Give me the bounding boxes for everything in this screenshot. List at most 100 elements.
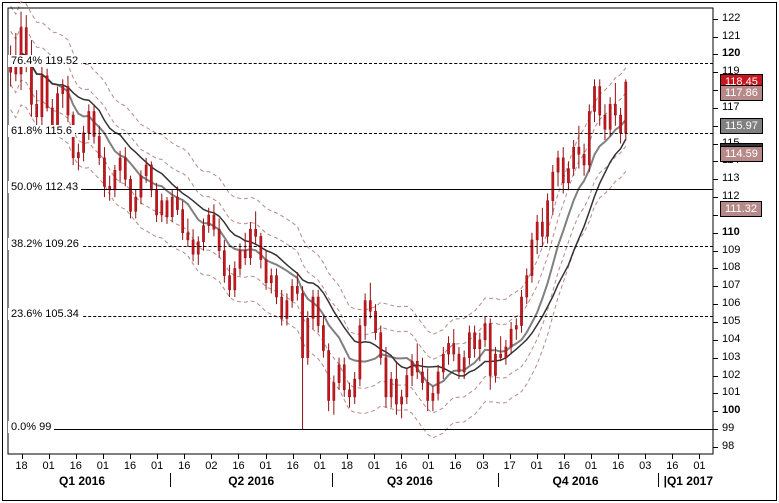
y-tick-label: 109	[722, 244, 740, 256]
candle-body	[343, 365, 345, 390]
candle-body	[494, 354, 496, 375]
x-tick-mark	[564, 454, 565, 459]
candle-body	[369, 301, 371, 312]
candle-body	[155, 190, 157, 215]
y-tick-mark	[713, 108, 718, 109]
y-tick-mark	[713, 90, 718, 91]
y-tick-label: 104	[722, 333, 740, 345]
x-tick-mark	[483, 454, 484, 459]
y-tick-mark	[713, 393, 718, 394]
candle-body	[432, 393, 434, 400]
y-tick-label: 113	[722, 172, 740, 184]
x-quarter-separator	[658, 473, 659, 487]
x-tick-label: 16	[558, 460, 570, 472]
x-tick-mark	[157, 454, 158, 459]
plot-area[interactable]: 76.4% 119.5261.8% 115.650.0% 112.4338.2%…	[8, 8, 713, 454]
candle-body	[359, 326, 361, 380]
candle-body	[208, 215, 210, 226]
candle-body	[62, 86, 64, 93]
candle-body	[228, 276, 230, 290]
candle-body	[567, 169, 569, 183]
candle-body	[604, 115, 606, 129]
candle-body	[140, 176, 142, 197]
price-tag: 114.59	[720, 146, 763, 162]
y-tick-label: 101	[722, 386, 740, 398]
x-tick-label: 01	[43, 460, 55, 472]
band-line	[11, 105, 626, 438]
candle-body	[36, 104, 38, 116]
x-tick-label: 18	[341, 460, 353, 472]
x-tick-mark	[455, 454, 456, 459]
fib-label: 23.6% 105.34	[8, 308, 82, 320]
candle-body	[385, 358, 387, 397]
x-tick-mark	[103, 454, 104, 459]
x-tick-mark	[320, 454, 321, 459]
x-tick-label: 16	[232, 460, 244, 472]
candle-body	[223, 251, 225, 276]
candle-body	[588, 111, 590, 165]
price-tag: 111.32	[720, 201, 762, 217]
x-quarter-label: Q1 2016	[59, 474, 105, 488]
x-tick-label: 17	[504, 460, 516, 472]
candle-body	[291, 286, 293, 300]
candle-body	[67, 86, 69, 115]
x-tick-mark	[22, 454, 23, 459]
candle-body	[234, 268, 236, 289]
y-tick-mark	[713, 37, 718, 38]
candle-body	[145, 165, 147, 176]
x-tick-label: 16	[666, 460, 678, 472]
x-quarter-separator	[170, 473, 171, 487]
candle-body	[265, 260, 267, 283]
candle-body	[447, 343, 449, 354]
y-tick-label: 100	[722, 404, 740, 416]
x-quarter-separator	[498, 473, 499, 487]
candle-body	[484, 324, 486, 340]
y-tick-label: 108	[722, 261, 740, 273]
y-tick-mark	[713, 268, 718, 269]
candle-body	[161, 201, 163, 215]
y-tick-mark	[713, 322, 718, 323]
band-line	[11, 2, 626, 335]
x-tick-mark	[428, 454, 429, 459]
x-tick-label: 16	[287, 460, 299, 472]
candle-body	[30, 63, 32, 104]
x-tick-label: 03	[639, 460, 651, 472]
candle-body	[255, 229, 257, 236]
fib-label: 38.2% 109.26	[8, 238, 82, 250]
x-tick-mark	[401, 454, 402, 459]
fib-line	[8, 246, 713, 247]
candle-body	[119, 158, 121, 170]
candle-body	[364, 301, 366, 326]
x-tick-mark	[537, 454, 538, 459]
y-tick-mark	[713, 179, 718, 180]
price-tag: 117.86	[720, 85, 763, 101]
x-tick-label: 16	[124, 460, 136, 472]
y-tick-mark	[713, 54, 718, 55]
y-tick-mark	[713, 126, 718, 127]
candle-body	[46, 76, 48, 108]
candle-body	[192, 240, 194, 254]
band-line	[11, 53, 626, 386]
candle-body	[307, 318, 309, 357]
candle-body	[546, 201, 548, 237]
y-tick-mark	[713, 376, 718, 377]
y-tick-mark	[713, 447, 718, 448]
fib-line	[8, 429, 713, 430]
x-tick-mark	[618, 454, 619, 459]
plot-border	[8, 8, 713, 454]
candle-body	[260, 236, 262, 259]
candle-body	[505, 347, 507, 358]
candle-body	[244, 251, 246, 258]
candle-body	[171, 197, 173, 217]
candle-body	[197, 242, 199, 254]
candle-body	[578, 147, 580, 154]
candle-body	[479, 340, 481, 349]
candle-body	[88, 111, 90, 132]
price-tag: 115.97	[720, 118, 763, 134]
y-tick-label: 105	[722, 315, 740, 327]
candle-body	[520, 297, 522, 326]
y-tick-mark	[713, 411, 718, 412]
candle-body	[202, 226, 204, 242]
candle-body	[599, 86, 601, 115]
candle-body	[541, 222, 543, 236]
